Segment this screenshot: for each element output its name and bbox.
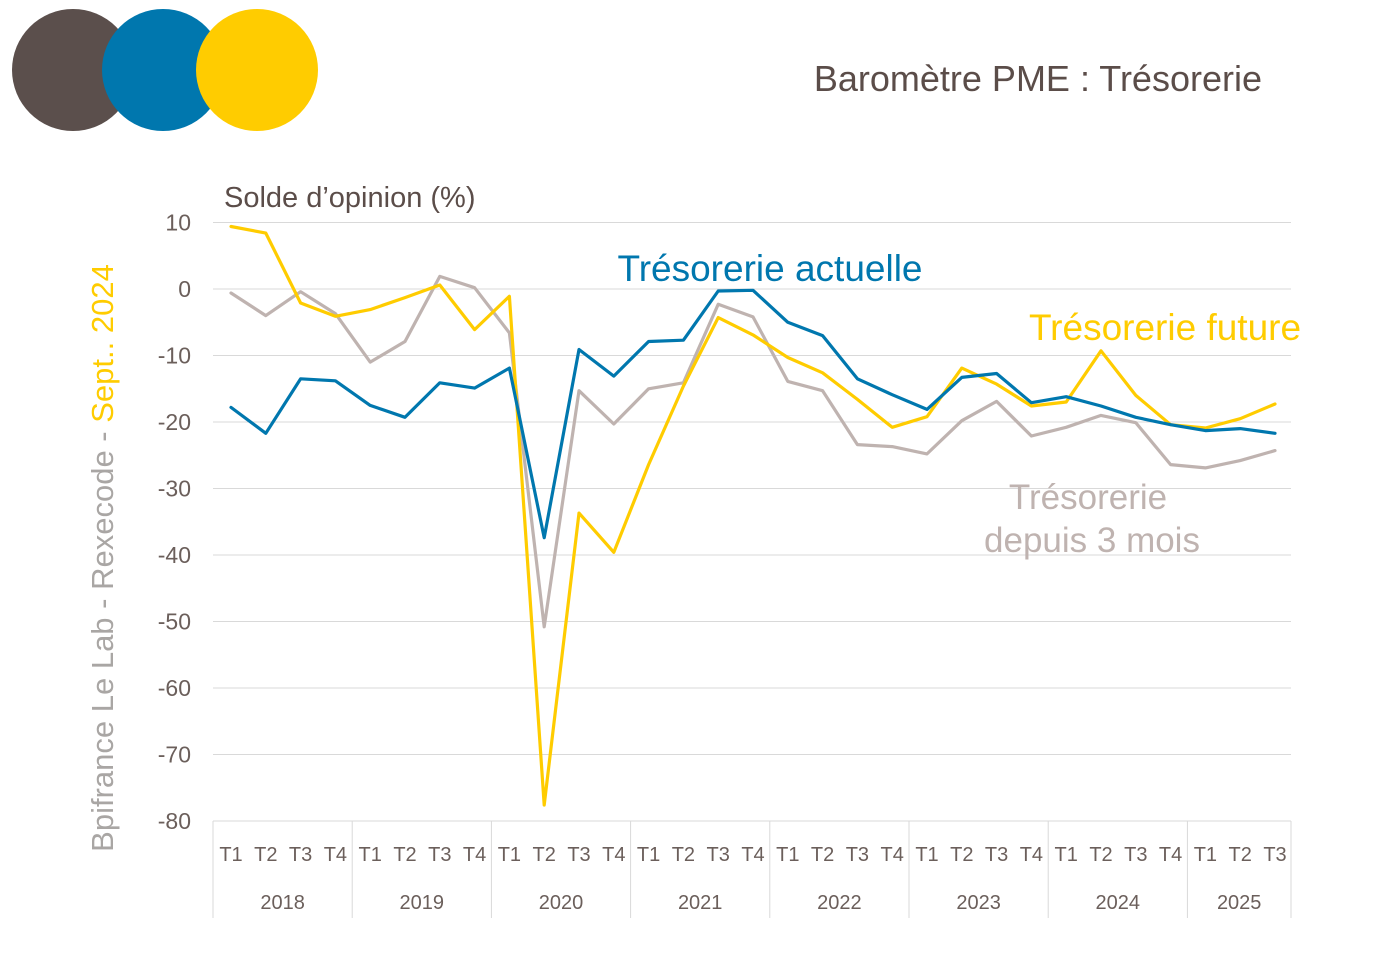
x-tick-label: T1	[359, 844, 382, 866]
y-tick-label: -50	[158, 609, 191, 635]
x-tick-label: T2	[950, 844, 973, 866]
series-line-depuis	[229, 274, 1277, 629]
y-tick-label: 10	[165, 210, 191, 236]
bpifrance-logo-circles	[12, 9, 318, 131]
x-tick-label: T2	[533, 844, 556, 866]
x-tick-label: T1	[1055, 844, 1078, 866]
x-tick-label: T3	[289, 844, 312, 866]
x-tick-label: T4	[1020, 844, 1043, 866]
x-tick-label: T1	[776, 844, 799, 866]
x-tick-label: T2	[254, 844, 277, 866]
logo-circle-blue	[102, 9, 224, 131]
x-year-label: 2024	[1096, 892, 1141, 914]
x-tick-label: T1	[498, 844, 521, 866]
x-year-label: 2021	[678, 892, 723, 914]
y-axis-ticks: 10 0 -10 -20 -30 -40 -50 -60 -70 -80	[158, 210, 191, 835]
x-year-label: 2022	[817, 892, 862, 914]
series-line-future	[229, 224, 1277, 807]
x-tick-label: T2	[672, 844, 695, 866]
annotation-tresorerie-future: Trésorerie future	[1029, 307, 1301, 348]
x-year-label: 2023	[956, 892, 1001, 914]
x-tick-label: T1	[219, 844, 242, 866]
x-tick-label: T2	[811, 844, 834, 866]
annotation-tresorerie-depuis-line2: depuis 3 mois	[984, 521, 1200, 560]
y-tick-label: -60	[158, 675, 191, 701]
x-tick-label: T4	[741, 844, 764, 866]
y-tick-label: 0	[178, 276, 191, 302]
x-tick-label: T4	[881, 844, 904, 866]
x-tick-label: T3	[707, 844, 730, 866]
x-tick-label: T2	[1229, 844, 1252, 866]
series-layer	[229, 224, 1277, 807]
y-tick-label: -70	[158, 742, 191, 768]
x-tick-label: T3	[1124, 844, 1147, 866]
x-axis: T1 T2 T3 T4 T1 T2 T3 T4 T1 T2 T3 T4 T1 T2 T3 T4 T1 T2 T3 T4…	[212, 821, 1292, 918]
grid-layer	[213, 222, 1291, 822]
page-title: Baromètre PME : Trésorerie	[813, 58, 1262, 99]
logo-circle-yellow	[196, 9, 318, 131]
x-tick-label: T2	[1089, 844, 1112, 866]
annotation-tresorerie-actuelle: Trésorerie actuelle	[617, 248, 922, 289]
y-tick-label: -30	[158, 476, 191, 502]
x-tick-label: T3	[1263, 844, 1286, 866]
y-tick-label: -10	[158, 343, 191, 369]
x-year-label: 2025	[1217, 892, 1262, 914]
x-tick-label: T3	[985, 844, 1008, 866]
x-tick-label: T2	[393, 844, 416, 866]
y-axis-label: Solde d’opinion (%)	[224, 182, 475, 214]
x-tick-label: T4	[602, 844, 625, 866]
annotation-tresorerie-depuis-line1: Trésorerie	[1009, 478, 1167, 517]
y-tick-label: -20	[158, 409, 191, 435]
logo-circle-brown	[12, 9, 134, 131]
y-tick-label: -40	[158, 542, 191, 568]
x-tick-label: T1	[637, 844, 660, 866]
x-tick-label: T4	[324, 844, 347, 866]
x-tick-label: T1	[1194, 844, 1217, 866]
x-year-label: 2020	[539, 892, 584, 914]
x-tick-label: T4	[1159, 844, 1182, 866]
series-line-actuelle	[229, 288, 1277, 540]
x-tick-label: T1	[915, 844, 938, 866]
y-tick-label: -80	[158, 808, 191, 834]
x-year-label: 2019	[400, 892, 445, 914]
x-tick-label: T3	[428, 844, 451, 866]
x-tick-label: T3	[567, 844, 590, 866]
x-tick-label: T3	[846, 844, 869, 866]
x-year-label: 2018	[260, 892, 305, 914]
x-tick-label: T4	[463, 844, 486, 866]
